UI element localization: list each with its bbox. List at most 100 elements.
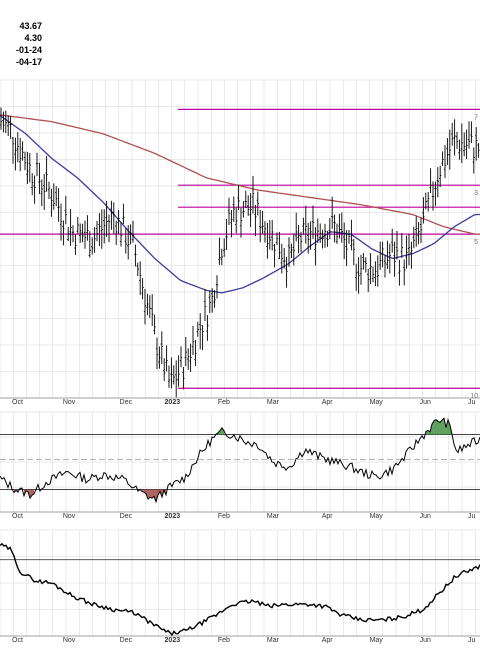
x-tick-label: Ju	[468, 637, 476, 644]
ohlc-bar	[400, 233, 403, 258]
ohlc-bar	[177, 355, 180, 387]
ohlc-bar	[431, 181, 435, 211]
stat-value: -01-24	[15, 45, 42, 55]
ohlc-bar	[134, 244, 137, 267]
ohlc-bar	[319, 223, 322, 243]
ohlc-bar	[184, 336, 187, 367]
ohlc-bar	[256, 191, 259, 216]
ohlc-bar	[122, 203, 125, 225]
ohlc-bar	[422, 197, 425, 224]
x-tick-label: 2023	[165, 399, 181, 406]
ohlc-bar	[410, 241, 413, 269]
x-tick-label: Dec	[120, 399, 133, 406]
ohlc-bar	[23, 151, 27, 171]
ohlc-bar	[302, 217, 305, 235]
ohlc-bar	[268, 219, 271, 250]
ohlc-bar	[191, 325, 195, 356]
ohlc-bar	[244, 190, 247, 209]
ohlc-bar	[218, 237, 221, 265]
ohlc-bar	[208, 291, 211, 314]
ohlc-bar	[467, 121, 471, 149]
ohlc-bar	[163, 358, 166, 382]
ohlc-bar	[227, 197, 231, 226]
x-tick-label: Dec	[120, 513, 133, 520]
oscillator-fill-zone	[426, 418, 452, 435]
ohlc-bar	[321, 229, 324, 249]
ohlc-bar	[367, 268, 370, 292]
ohlc-bar	[434, 181, 437, 206]
ohlc-bar	[259, 209, 262, 243]
ohlc-bar	[343, 222, 346, 260]
ohlc-bar	[189, 343, 192, 372]
ohlc-bar	[237, 184, 240, 210]
x-tick-label: Oct	[12, 399, 23, 406]
ohlc-bar	[371, 266, 375, 283]
ohlc-bar	[261, 210, 264, 234]
ohlc-bar	[11, 136, 15, 164]
ohlc-bar	[203, 289, 207, 321]
ohlc-bar	[223, 238, 226, 257]
ohlc-bar	[453, 119, 456, 156]
ohlc-bar	[405, 235, 408, 269]
ohlc-bar	[71, 225, 75, 243]
x-tick-label: May	[370, 637, 384, 644]
x-tick-label: Jun	[420, 513, 431, 520]
oscillator-panel: Oct Nov Dec 2023 Feb Mar Apr May Jun Ju	[0, 411, 480, 520]
ohlc-bar	[52, 183, 55, 210]
indicator-line	[0, 542, 480, 637]
ohlc-bar	[388, 243, 391, 274]
ohlc-bar	[427, 191, 430, 212]
ohlc-bar	[448, 129, 451, 170]
ohlc-bar	[117, 209, 120, 235]
ohlc-bar	[103, 209, 106, 244]
ohlc-bar	[115, 220, 118, 246]
x-tick-label: Feb	[218, 637, 230, 644]
ohlc-bar	[16, 132, 19, 163]
ohlc-bar	[28, 153, 31, 183]
ohlc-bar	[271, 220, 274, 251]
price-panel: 7 3 5 10 Oct Nov Dec 2023 Feb Mar Apr May Jun Ju	[0, 79, 480, 406]
ohlc-bar	[316, 218, 319, 243]
ohlc-bar	[295, 212, 298, 242]
ohlc-bar	[172, 365, 175, 385]
ohlc-bar	[275, 232, 279, 245]
ohlc-bar	[45, 155, 48, 192]
ohlc-bar	[153, 314, 156, 335]
ohlc-bar	[93, 227, 96, 253]
ohlc-bar	[79, 223, 82, 243]
x-tick-label: Apr	[322, 637, 334, 644]
header-stats: 43.67 4.30 -01-24 -04-17	[0, 20, 42, 68]
ohlc-bar	[475, 127, 478, 161]
x-tick-label: 2023	[165, 637, 181, 644]
ohlc-bar	[285, 256, 288, 288]
ohlc-bar	[429, 168, 432, 194]
ohlc-bar	[179, 346, 183, 368]
x-tick-label: Feb	[218, 399, 230, 406]
ohlc-bar	[309, 221, 312, 250]
ohlc-bar	[283, 247, 286, 269]
ohlc-bar	[160, 331, 163, 365]
ohlc-bar	[98, 213, 101, 246]
ohlc-bar	[62, 220, 65, 246]
ohlc-bar	[211, 288, 214, 313]
ohlc-bar	[362, 253, 365, 270]
ohlc-bar	[105, 200, 108, 237]
ohlc-bar	[14, 137, 17, 171]
ohlc-bar	[412, 226, 415, 249]
x-tick-label: Apr	[322, 399, 334, 406]
ohlc-bar	[314, 227, 317, 266]
ohlc-bar	[91, 237, 94, 255]
ohlc-bar	[441, 151, 444, 167]
ohlc-bar	[158, 346, 161, 369]
ohlc-bar	[328, 218, 331, 240]
ohlc-bar	[352, 239, 355, 266]
ohlc-bar	[136, 262, 139, 277]
ohlc-bar	[347, 230, 351, 244]
ohlc-bar	[398, 259, 401, 286]
ohlc-bar	[419, 217, 423, 243]
x-tick-label: Feb	[218, 513, 230, 520]
ohlc-bar	[263, 221, 267, 243]
ohlc-bar	[460, 123, 463, 164]
ohlc-bar	[9, 116, 12, 139]
